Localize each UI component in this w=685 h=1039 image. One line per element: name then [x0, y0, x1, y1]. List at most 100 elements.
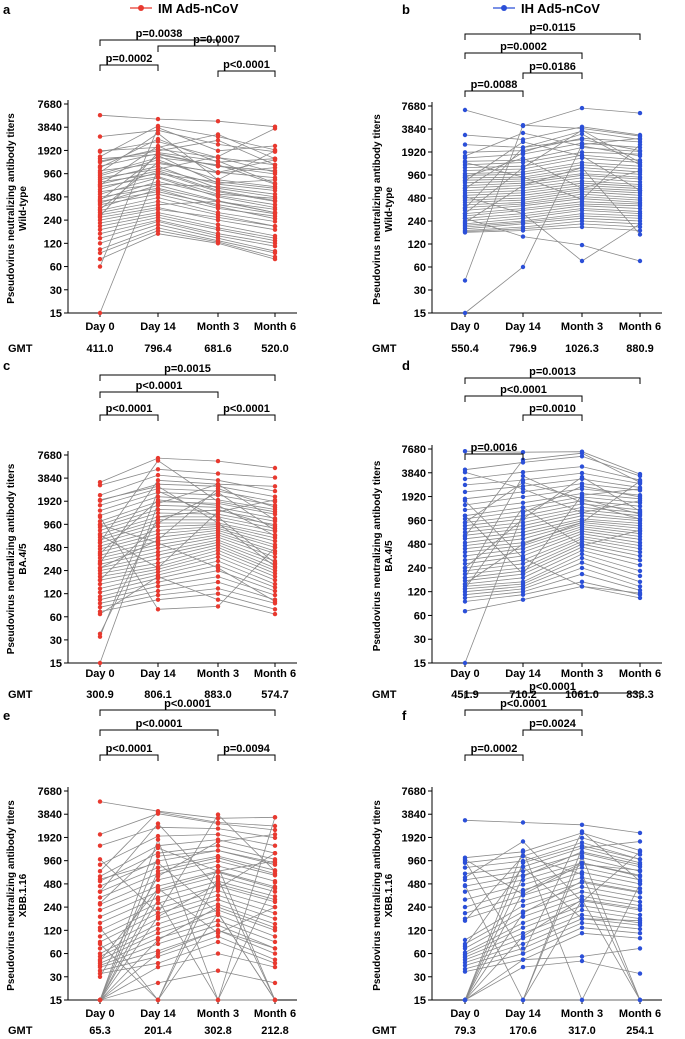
data-point: [155, 183, 161, 188]
data-point: [462, 904, 468, 910]
significance-bracket: [99, 729, 219, 736]
data-point: [97, 954, 103, 959]
subject-line: [464, 107, 641, 127]
data-point: [155, 926, 161, 932]
data-point: [520, 869, 526, 874]
y-tick-label: 3840: [402, 124, 426, 136]
data-point: [272, 997, 278, 1003]
data-point: [272, 911, 278, 916]
subject-line: [99, 479, 276, 564]
y-tick-label: 480: [44, 542, 62, 554]
y-axis-title: Pseudovirus neutralizing antibody titers: [6, 800, 17, 991]
data-point: [155, 565, 161, 571]
data-point: [97, 586, 103, 591]
data-point: [97, 590, 103, 595]
y-axis-title: Pseudovirus neutralizing antibody titers: [372, 460, 383, 651]
p-value-label: p<0.0001: [106, 743, 153, 755]
p-value-label: p=0.0002: [106, 53, 153, 65]
data-point: [215, 181, 221, 186]
data-point: [579, 571, 585, 577]
subject-line: [464, 124, 641, 281]
subject-line: [464, 530, 641, 561]
x-tick-label: Month 3: [561, 668, 603, 680]
subject-line: [99, 128, 276, 314]
subject-line: [464, 205, 641, 219]
data-point: [579, 579, 585, 584]
x-tick-label: Day 0: [85, 321, 114, 333]
data-point: [579, 894, 585, 899]
data-point: [155, 143, 161, 149]
data-point: [155, 514, 161, 520]
subject-line: [464, 927, 641, 970]
data-point: [520, 520, 526, 525]
data-point: [462, 897, 468, 902]
subject-line: [464, 132, 641, 157]
data-point: [520, 516, 526, 522]
subject-line: [464, 478, 641, 493]
gmt-label: GMT: [372, 689, 397, 701]
data-point: [637, 473, 643, 479]
subject-line: [464, 886, 641, 941]
data-point: [637, 558, 643, 563]
subject-line: [464, 557, 641, 590]
data-point: [215, 548, 221, 553]
subject-line: [464, 187, 641, 199]
data-point: [215, 241, 221, 246]
subject-line: [464, 880, 641, 1001]
data-point: [272, 592, 278, 598]
data-point: [462, 581, 468, 587]
subject-line: [99, 822, 276, 892]
data-point: [520, 911, 526, 916]
data-point: [215, 193, 221, 198]
y-axis-title: BA.4/5: [18, 543, 29, 575]
gmt-value: 1061.0: [565, 689, 599, 701]
y-tick-label: 15: [414, 308, 426, 320]
gmt-value: 880.9: [626, 343, 654, 355]
subject-line: [99, 541, 276, 569]
significance-bracket: [464, 52, 583, 59]
p-value-label: p=0.0007: [193, 34, 240, 46]
data-point: [579, 543, 585, 548]
data-point: [272, 517, 278, 522]
data-point: [579, 555, 585, 561]
subject-line: [99, 161, 276, 210]
subject-line: [464, 862, 641, 1001]
data-point: [215, 881, 221, 887]
data-point: [520, 530, 526, 535]
x-tick-label: Month 3: [197, 1008, 239, 1020]
data-point: [155, 809, 161, 815]
data-point: [579, 175, 585, 181]
data-point: [520, 561, 526, 566]
data-point: [462, 660, 468, 666]
y-tick-label: 240: [44, 215, 62, 227]
x-tick-label: Day 0: [85, 1008, 114, 1020]
data-point: [155, 472, 161, 478]
data-point: [97, 997, 103, 1003]
subject-line: [464, 832, 641, 859]
data-point: [462, 526, 468, 531]
subject-lines: [464, 819, 641, 1001]
data-point: [272, 961, 278, 966]
data-points: [97, 113, 278, 316]
data-point: [215, 499, 221, 504]
data-point: [97, 503, 103, 508]
data-point: [215, 158, 221, 164]
data-point: [272, 202, 278, 207]
subject-line: [464, 891, 641, 945]
data-point: [520, 957, 526, 962]
y-tick-label: 1920: [402, 147, 426, 159]
subject-line: [99, 532, 276, 556]
subject-line: [464, 164, 641, 176]
data-point: [215, 458, 221, 464]
significance-bracket: [464, 33, 641, 40]
data-point: [155, 510, 161, 516]
subject-line: [464, 483, 641, 500]
data-point: [637, 862, 643, 867]
y-axis-title: Pseudovirus neutralizing antibody titers: [6, 113, 17, 304]
data-point: [637, 188, 643, 193]
data-point: [579, 958, 585, 964]
x-tick-label: Day 0: [450, 668, 479, 680]
data-point: [637, 232, 643, 237]
data-point: [462, 310, 468, 316]
data-point: [215, 170, 221, 176]
